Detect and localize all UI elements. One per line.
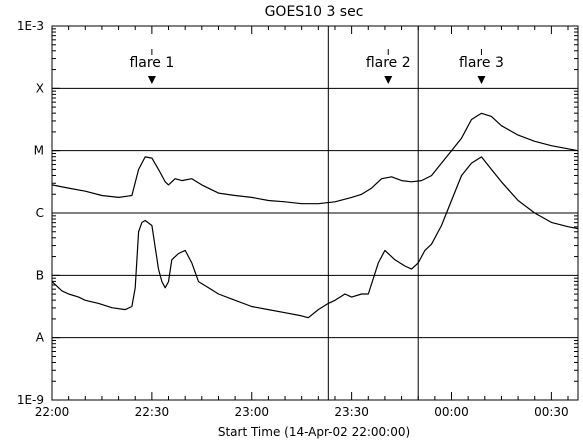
y-tick-label: C <box>36 206 44 220</box>
x-tick-label: 00:30 <box>534 405 569 419</box>
flare-label: flare 3 <box>459 55 504 71</box>
vertical-markers <box>327 26 419 400</box>
y-tick-label: A <box>36 331 45 345</box>
y-axis: 1E-9 A B C M X 1E-3 <box>17 19 578 407</box>
y-tick-label: X <box>36 81 44 95</box>
flux-series-1 <box>51 112 579 205</box>
x-tick-label: 23:30 <box>334 405 369 419</box>
y-tick-label: B <box>36 268 44 282</box>
flux-series-2 <box>51 156 579 319</box>
flare-arrow-icon <box>384 76 393 84</box>
x-tick-label: 00:00 <box>434 405 469 419</box>
series-group <box>51 112 579 319</box>
x-tick-label: 22:00 <box>35 405 70 419</box>
flare-label: flare 2 <box>366 55 411 71</box>
flare-arrow-icon <box>477 76 486 84</box>
flare-annotations: flare 1 flare 2 flare 3 <box>129 49 504 84</box>
flare-arrow-icon <box>147 76 156 84</box>
x-axis: 22:00 22:30 23:00 23:30 00:00 00:30 <box>35 26 569 419</box>
x-tick-label: 22:30 <box>135 405 170 419</box>
x-tick-label: 23:00 <box>234 405 269 419</box>
horizontal-grid <box>52 87 578 339</box>
y-tick-label: 1E-3 <box>17 19 44 33</box>
y-tick-label: M <box>34 144 44 158</box>
y-tick-label: 1E-9 <box>17 393 44 407</box>
chart-title: GOES10 3 sec <box>265 4 364 20</box>
flare-label: flare 1 <box>129 55 174 71</box>
x-axis-label: Start Time (14-Apr-02 22:00:00) <box>218 425 410 439</box>
